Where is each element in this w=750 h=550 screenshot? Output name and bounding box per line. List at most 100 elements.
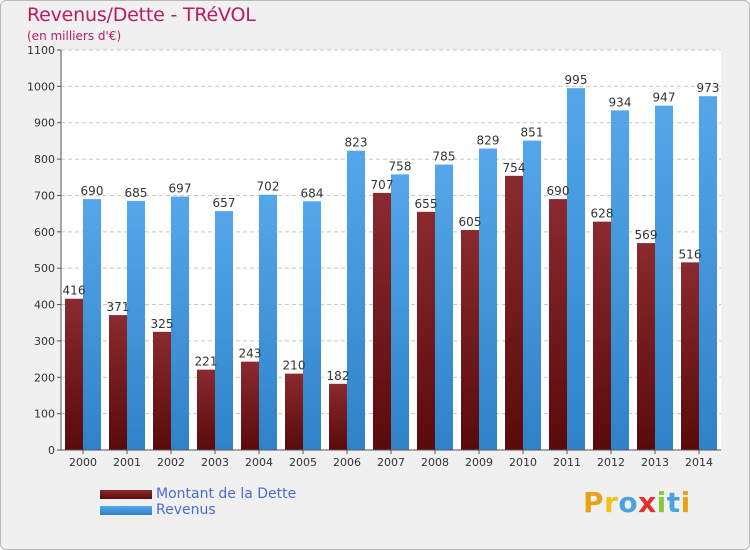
x-tick-label: 2009 — [465, 456, 493, 469]
data-label-revenus: 697 — [169, 182, 192, 196]
bar-dette — [285, 373, 303, 450]
data-label-revenus: 785 — [433, 150, 456, 164]
chart-subtitle: (en milliers d'€) — [27, 29, 122, 43]
data-label-revenus: 685 — [125, 186, 148, 200]
data-label-dette: 754 — [503, 161, 526, 175]
x-tick-label: 2014 — [685, 456, 713, 469]
data-label-dette: 325 — [151, 317, 174, 331]
data-label-dette: 371 — [107, 300, 130, 314]
x-tick-label: 2011 — [553, 456, 581, 469]
data-label-revenus: 702 — [257, 180, 280, 194]
data-label-dette: 655 — [415, 197, 438, 211]
logo-letter: o — [618, 486, 639, 519]
data-label-dette: 605 — [459, 215, 482, 229]
x-tick-label: 2012 — [597, 456, 625, 469]
logo-letter: x — [638, 486, 657, 519]
bar-revenus — [347, 150, 365, 450]
x-tick-label: 2004 — [245, 456, 273, 469]
bar-revenus — [567, 88, 585, 450]
x-tick-label: 2001 — [113, 456, 141, 469]
bar-revenus — [435, 164, 453, 450]
x-tick-label: 2002 — [157, 456, 185, 469]
legend-swatch-revenus — [100, 505, 152, 515]
logo-letter: i — [680, 486, 691, 519]
y-tick-label: 800 — [34, 153, 55, 166]
bar-dette — [65, 298, 83, 450]
logo-letter: r — [604, 486, 619, 519]
y-tick-label: 500 — [34, 262, 55, 275]
chart-title: Revenus/Dette - TRéVOL — [27, 4, 256, 26]
legend-label-revenus: Revenus — [156, 502, 216, 518]
data-label-dette: 243 — [239, 347, 262, 361]
bar-revenus — [391, 174, 409, 450]
y-tick-label: 900 — [34, 117, 55, 130]
bar-dette — [417, 211, 435, 450]
bar-revenus — [699, 96, 717, 450]
bar-revenus — [127, 200, 145, 450]
y-tick-label: 1100 — [27, 44, 55, 57]
bar-revenus — [303, 201, 321, 450]
bar-dette — [637, 243, 655, 450]
data-label-revenus: 823 — [345, 136, 368, 150]
bar-revenus — [479, 148, 497, 450]
y-tick-label: 100 — [34, 408, 55, 421]
bar-dette — [153, 331, 171, 450]
bar-revenus — [171, 196, 189, 450]
bar-dette — [593, 221, 611, 450]
legend-swatch-debt — [100, 489, 152, 499]
x-tick-label: 2008 — [421, 456, 449, 469]
data-label-dette: 182 — [327, 369, 350, 383]
x-tick-label: 2007 — [377, 456, 405, 469]
bar-dette — [197, 369, 215, 450]
data-label-dette: 516 — [679, 247, 702, 261]
bar-dette — [109, 315, 127, 450]
data-label-revenus: 758 — [389, 159, 412, 173]
data-label-revenus: 684 — [301, 186, 324, 200]
bar-dette — [241, 361, 259, 450]
y-tick-label: 1000 — [27, 80, 55, 93]
bar-dette — [373, 192, 391, 450]
data-label-dette: 628 — [591, 207, 614, 221]
bar-dette — [461, 230, 479, 450]
legend: Montant de la Dette Revenus — [100, 486, 296, 518]
x-tick-label: 2000 — [69, 456, 97, 469]
bar-revenus — [215, 211, 233, 450]
data-label-revenus: 947 — [653, 91, 676, 105]
bar-dette — [505, 175, 523, 450]
y-tick-label: 700 — [34, 189, 55, 202]
data-label-revenus: 690 — [81, 184, 104, 198]
data-label-revenus: 657 — [213, 196, 236, 210]
data-label-revenus: 829 — [477, 134, 500, 148]
legend-item-revenus: Revenus — [100, 502, 296, 518]
bar-revenus — [83, 199, 101, 450]
bar-revenus — [611, 110, 629, 450]
bar-revenus — [655, 105, 673, 451]
y-tick-label: 300 — [34, 335, 55, 348]
bar-dette — [681, 262, 699, 450]
logo-letter: i — [656, 486, 667, 519]
bar-revenus — [259, 194, 277, 450]
data-label-revenus: 995 — [565, 73, 588, 87]
bar-dette — [329, 383, 347, 450]
y-tick-label: 0 — [48, 444, 55, 457]
data-label-dette: 569 — [635, 228, 658, 242]
bar-dette — [549, 199, 567, 450]
data-label-revenus: 851 — [521, 126, 544, 140]
y-tick-label: 200 — [34, 371, 55, 384]
data-label-dette: 707 — [371, 178, 394, 192]
x-tick-label: 2010 — [509, 456, 537, 469]
x-tick-label: 2006 — [333, 456, 361, 469]
bar-revenus — [523, 140, 541, 450]
data-label-revenus: 973 — [697, 81, 720, 95]
legend-item-debt: Montant de la Dette — [100, 486, 296, 502]
data-label-dette: 416 — [63, 284, 86, 298]
legend-label-debt: Montant de la Dette — [156, 486, 297, 502]
x-tick-label: 2013 — [641, 456, 669, 469]
x-tick-label: 2003 — [201, 456, 229, 469]
x-tick-label: 2005 — [289, 456, 317, 469]
y-tick-label: 400 — [34, 299, 55, 312]
logo-letter: P — [583, 486, 605, 519]
data-label-dette: 210 — [283, 359, 306, 373]
logo-letter: t — [666, 486, 681, 519]
